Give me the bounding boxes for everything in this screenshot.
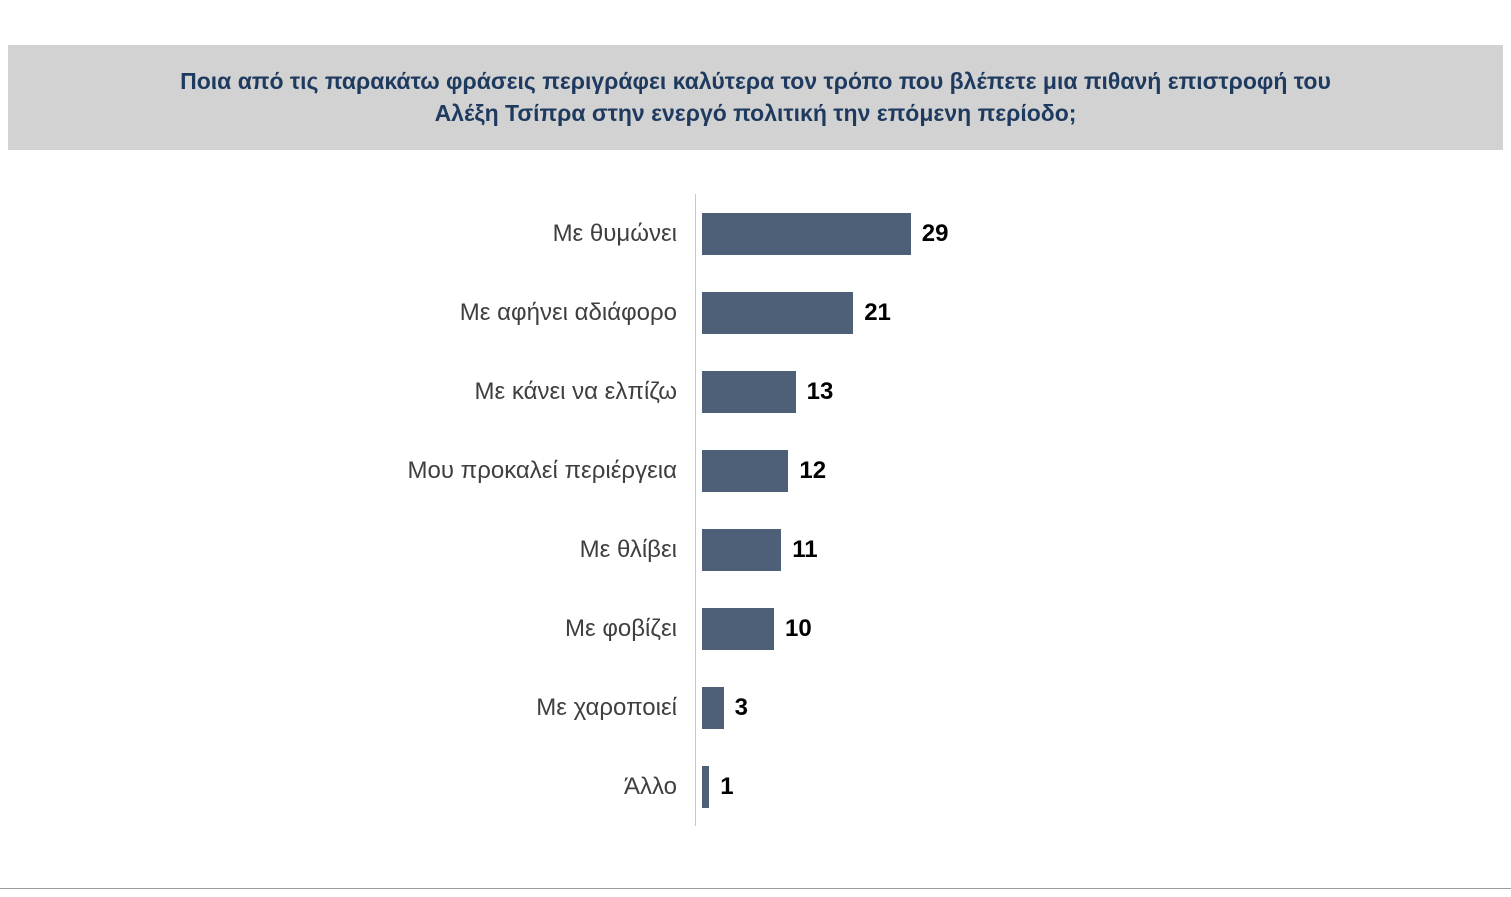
bar bbox=[702, 449, 789, 492]
category-label: Με φοβίζει bbox=[564, 614, 677, 642]
chart-row: Με θυμώνει 29 bbox=[0, 194, 1511, 273]
category-label: Μου προκαλεί περιέργεια bbox=[407, 456, 677, 484]
bar-zone: 13 bbox=[695, 352, 1511, 431]
chart-row: Με χαροποιεί 3 bbox=[0, 668, 1511, 747]
bar-zone: 21 bbox=[695, 273, 1511, 352]
category-label: Με κάνει να ελπίζω bbox=[474, 377, 678, 405]
category-label: Με χαροποιεί bbox=[536, 693, 677, 721]
chart-row: Με φοβίζει 10 bbox=[0, 589, 1511, 668]
value-label: 3 bbox=[734, 693, 748, 721]
question-banner: Ποια από τις παρακάτω φράσεις περιγράφει… bbox=[8, 45, 1503, 150]
chart-row: Άλλο 1 bbox=[0, 747, 1511, 826]
bar-zone: 3 bbox=[695, 668, 1511, 747]
chart-row: Με αφήνει αδιάφορο 21 bbox=[0, 273, 1511, 352]
category-label: Με θυμώνει bbox=[552, 219, 677, 247]
bar bbox=[702, 291, 854, 334]
chart-row: Με κάνει να ελπίζω 13 bbox=[0, 352, 1511, 431]
bar-zone: 10 bbox=[695, 589, 1511, 668]
chart-row: Μου προκαλεί περιέργεια 12 bbox=[0, 431, 1511, 510]
bar-zone: 11 bbox=[695, 510, 1511, 589]
chart-title: Ποια από τις παρακάτω φράσεις περιγράφει… bbox=[180, 67, 1331, 126]
chart-rows: Με θυμώνει 29 Με αφήνει αδιάφορο 21 Με κάνει… bbox=[0, 194, 1511, 826]
bar-zone: 29 bbox=[695, 194, 1511, 273]
footer: prorata bbox=[0, 888, 1511, 897]
category-label: Με αφήνει αδιάφορο bbox=[459, 298, 677, 326]
chart-row: Με θλίβει 11 bbox=[0, 510, 1511, 589]
bar bbox=[702, 765, 710, 808]
category-label: Με θλίβει bbox=[579, 535, 677, 563]
value-label: 21 bbox=[864, 298, 891, 326]
value-label: 10 bbox=[785, 614, 812, 642]
value-label: 11 bbox=[792, 535, 818, 563]
bar bbox=[702, 212, 911, 255]
bar bbox=[702, 528, 782, 571]
page: Ποια από τις παρακάτω φράσεις περιγράφει… bbox=[0, 45, 1511, 897]
bar bbox=[702, 686, 724, 729]
bar-chart: Με θυμώνει 29 Με αφήνει αδιάφορο 21 Με κάνει… bbox=[0, 194, 1511, 826]
value-label: 13 bbox=[806, 377, 834, 405]
value-label: 12 bbox=[799, 456, 827, 484]
value-label: 29 bbox=[921, 219, 949, 247]
category-label: Άλλο bbox=[623, 772, 677, 800]
bar-zone: 1 bbox=[695, 747, 1511, 826]
value-label: 1 bbox=[720, 772, 734, 800]
bar bbox=[702, 370, 796, 413]
bar-zone: 12 bbox=[695, 431, 1511, 510]
bar bbox=[702, 607, 774, 650]
